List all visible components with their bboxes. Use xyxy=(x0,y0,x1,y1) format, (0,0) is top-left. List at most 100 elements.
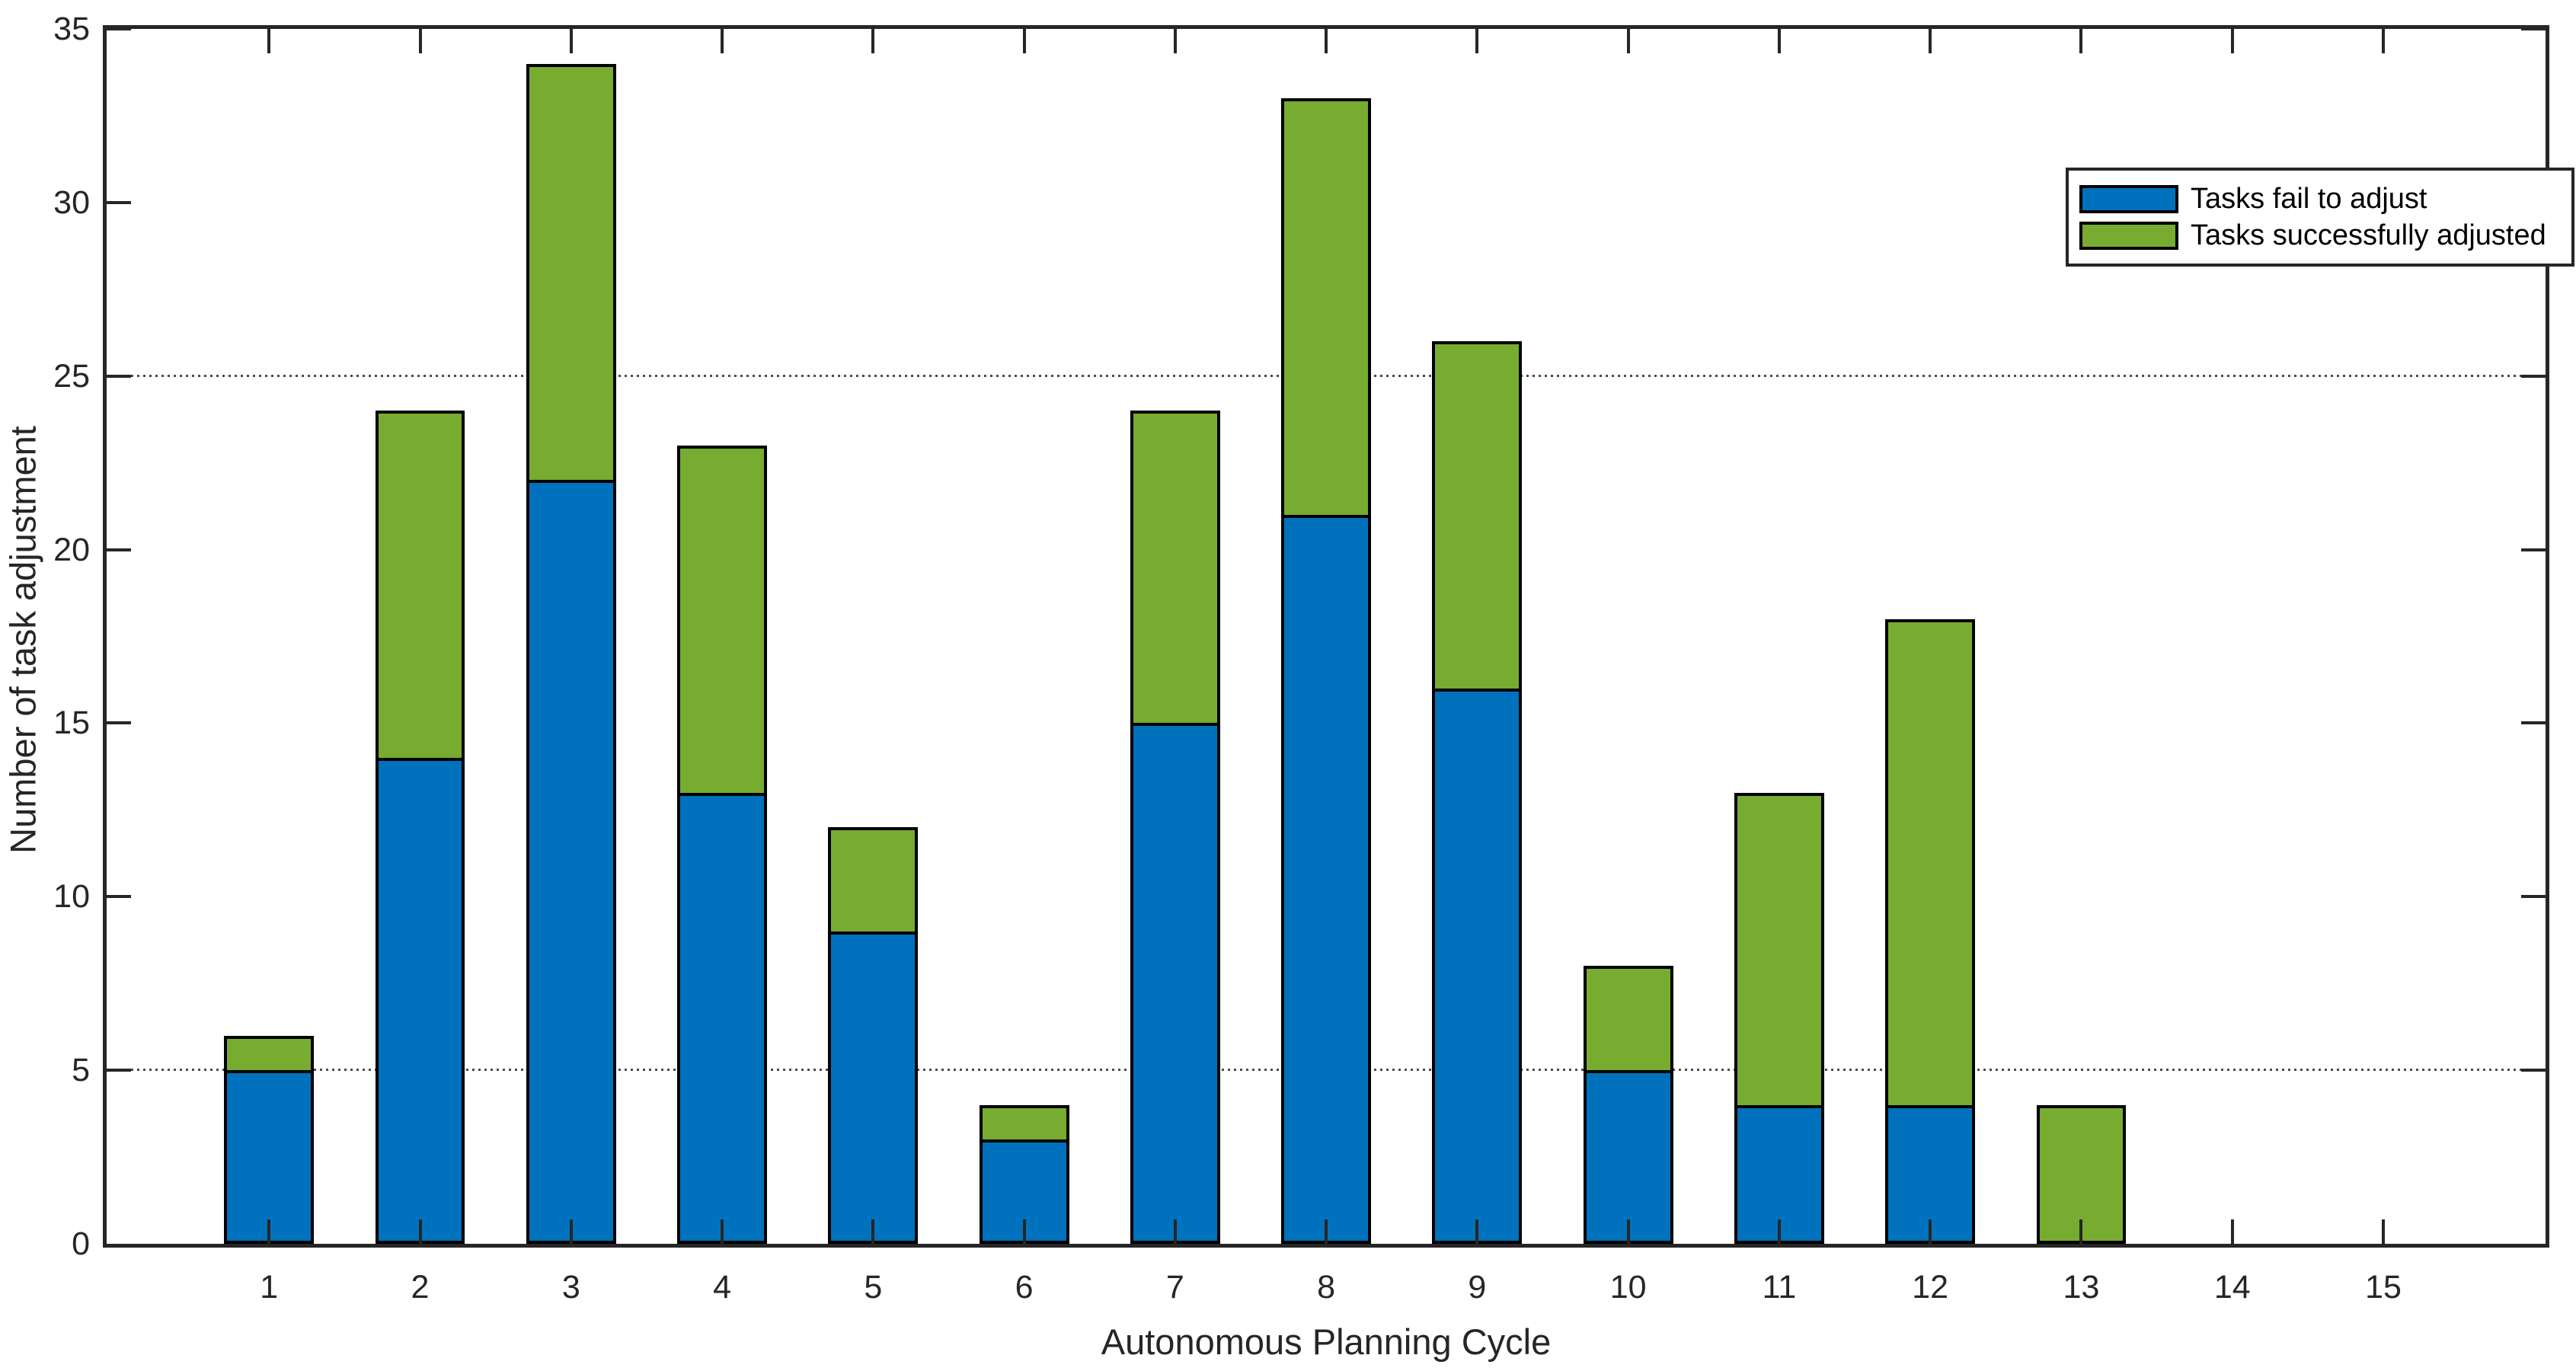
x-tick-top-14 xyxy=(2230,29,2234,53)
y-tick-label-5: 5 xyxy=(72,1052,90,1089)
y-tick-right-25 xyxy=(2521,374,2546,378)
plot-area: Tasks fail to adjust Tasks successfully … xyxy=(103,25,2574,1248)
bar-segment-cycle-11-tasks-successfully-adjusted xyxy=(1734,792,1824,1108)
y-tick-label-20: 20 xyxy=(53,531,90,568)
bar-segment-cycle-9-tasks-fail-to-adjust xyxy=(1432,688,1523,1244)
bar-cycle-4 xyxy=(677,29,767,1244)
x-tick-label-10: 10 xyxy=(1609,1269,1647,1305)
y-tick-left-15 xyxy=(107,721,131,725)
x-tick-label-11: 11 xyxy=(1762,1269,1797,1305)
y-tick-left-25 xyxy=(107,374,131,378)
x-tick-bottom-11 xyxy=(1777,1219,1781,1244)
legend-entry-success: Tasks successfully adjusted xyxy=(2079,219,2564,252)
bar-segment-cycle-7-tasks-fail-to-adjust xyxy=(1130,723,1220,1244)
x-tick-bottom-2 xyxy=(418,1219,422,1244)
y-tick-label-0: 0 xyxy=(72,1226,90,1262)
x-tick-label-7: 7 xyxy=(1165,1269,1184,1305)
bar-cycle-8 xyxy=(1281,29,1372,1244)
y-tick-label-15: 15 xyxy=(53,705,90,742)
y-tick-label-35: 35 xyxy=(53,11,90,47)
legend-box: Tasks fail to adjust Tasks successfully … xyxy=(2066,168,2574,267)
x-tick-top-3 xyxy=(569,29,573,53)
x-tick-label-13: 13 xyxy=(2063,1269,2100,1305)
bar-segment-cycle-8-tasks-successfully-adjusted xyxy=(1281,98,1372,518)
x-tick-label-1: 1 xyxy=(260,1269,279,1305)
bar-segment-cycle-7-tasks-successfully-adjusted xyxy=(1130,411,1220,727)
bar-segment-cycle-1-tasks-successfully-adjusted xyxy=(224,1035,315,1074)
x-tick-label-15: 15 xyxy=(2365,1269,2402,1305)
legend-label-fail: Tasks fail to adjust xyxy=(2191,183,2427,215)
bar-segment-cycle-10-tasks-fail-to-adjust xyxy=(1583,1070,1673,1244)
bar-cycle-11 xyxy=(1734,29,1824,1244)
x-tick-top-6 xyxy=(1022,29,1026,53)
y-axis-title: Number of task adjustment xyxy=(2,426,43,854)
x-tick-bottom-4 xyxy=(721,1219,724,1244)
y-tick-left-30 xyxy=(107,200,131,204)
x-tick-top-15 xyxy=(2382,29,2385,53)
y-tick-left-20 xyxy=(107,548,131,551)
x-tick-label-6: 6 xyxy=(1015,1269,1034,1305)
y-tick-right-15 xyxy=(2521,721,2546,725)
bar-segment-cycle-5-tasks-fail-to-adjust xyxy=(828,931,919,1244)
x-tick-label-5: 5 xyxy=(864,1269,883,1305)
bar-segment-cycle-2-tasks-successfully-adjusted xyxy=(375,411,465,761)
x-tick-bottom-6 xyxy=(1022,1219,1026,1244)
x-tick-top-1 xyxy=(267,29,271,53)
bar-segment-cycle-1-tasks-fail-to-adjust xyxy=(224,1070,315,1244)
legend-swatch-fail xyxy=(2079,184,2178,213)
x-tick-top-7 xyxy=(1173,29,1177,53)
bar-segment-cycle-12-tasks-successfully-adjusted xyxy=(1885,618,1976,1108)
x-tick-bottom-5 xyxy=(871,1219,875,1244)
x-tick-top-5 xyxy=(871,29,875,53)
bar-cycle-12 xyxy=(1885,29,1976,1244)
y-tick-right-35 xyxy=(2521,27,2546,30)
x-tick-label-4: 4 xyxy=(713,1269,731,1305)
y-tick-right-5 xyxy=(2521,1069,2546,1072)
x-tick-top-4 xyxy=(721,29,724,53)
bar-cycle-1 xyxy=(224,29,315,1244)
x-tick-bottom-10 xyxy=(1626,1219,1630,1244)
bar-cycle-6 xyxy=(979,29,1069,1244)
bar-segment-cycle-2-tasks-fail-to-adjust xyxy=(375,758,465,1244)
x-tick-bottom-1 xyxy=(267,1219,271,1244)
bar-segment-cycle-8-tasks-fail-to-adjust xyxy=(1281,515,1372,1244)
x-axis-title: Autonomous Planning Cycle xyxy=(1101,1321,1552,1362)
x-tick-bottom-13 xyxy=(2079,1219,2083,1244)
bar-segment-cycle-9-tasks-successfully-adjusted xyxy=(1432,341,1523,692)
x-tick-label-8: 8 xyxy=(1317,1269,1336,1305)
x-tick-bottom-8 xyxy=(1325,1219,1328,1244)
legend-entry-fail: Tasks fail to adjust xyxy=(2079,182,2564,216)
bar-segment-cycle-10-tasks-successfully-adjusted xyxy=(1583,966,1673,1074)
x-tick-label-2: 2 xyxy=(411,1269,430,1305)
x-tick-top-2 xyxy=(418,29,422,53)
bar-segment-cycle-6-tasks-successfully-adjusted xyxy=(979,1104,1069,1143)
legend-swatch-success xyxy=(2079,221,2178,250)
bar-cycle-5 xyxy=(828,29,919,1244)
x-tick-bottom-15 xyxy=(2382,1219,2385,1244)
x-tick-bottom-14 xyxy=(2230,1219,2234,1244)
y-tick-right-20 xyxy=(2521,548,2546,551)
x-tick-top-9 xyxy=(1475,29,1479,53)
x-tick-label-9: 9 xyxy=(1468,1269,1487,1305)
x-tick-label-3: 3 xyxy=(561,1269,580,1305)
x-tick-top-11 xyxy=(1777,29,1781,53)
x-tick-bottom-12 xyxy=(1929,1219,1932,1244)
x-tick-bottom-3 xyxy=(569,1219,573,1244)
y-tick-left-5 xyxy=(107,1069,131,1072)
y-tick-label-25: 25 xyxy=(53,357,90,395)
bar-cycle-3 xyxy=(526,29,616,1244)
y-tick-label-30: 30 xyxy=(53,184,90,221)
y-tick-label-10: 10 xyxy=(53,878,90,916)
x-tick-label-12: 12 xyxy=(1912,1269,1949,1305)
x-tick-label-14: 14 xyxy=(2213,1269,2251,1305)
bar-segment-cycle-5-tasks-successfully-adjusted xyxy=(828,827,919,935)
bar-segment-cycle-4-tasks-fail-to-adjust xyxy=(677,792,767,1244)
bar-segment-cycle-3-tasks-fail-to-adjust xyxy=(526,480,616,1244)
x-tick-bottom-7 xyxy=(1173,1219,1177,1244)
y-tick-left-35 xyxy=(107,27,131,30)
x-tick-top-8 xyxy=(1325,29,1328,53)
x-tick-top-12 xyxy=(1929,29,1932,53)
x-tick-top-10 xyxy=(1626,29,1630,53)
bar-segment-cycle-4-tasks-successfully-adjusted xyxy=(677,445,767,796)
